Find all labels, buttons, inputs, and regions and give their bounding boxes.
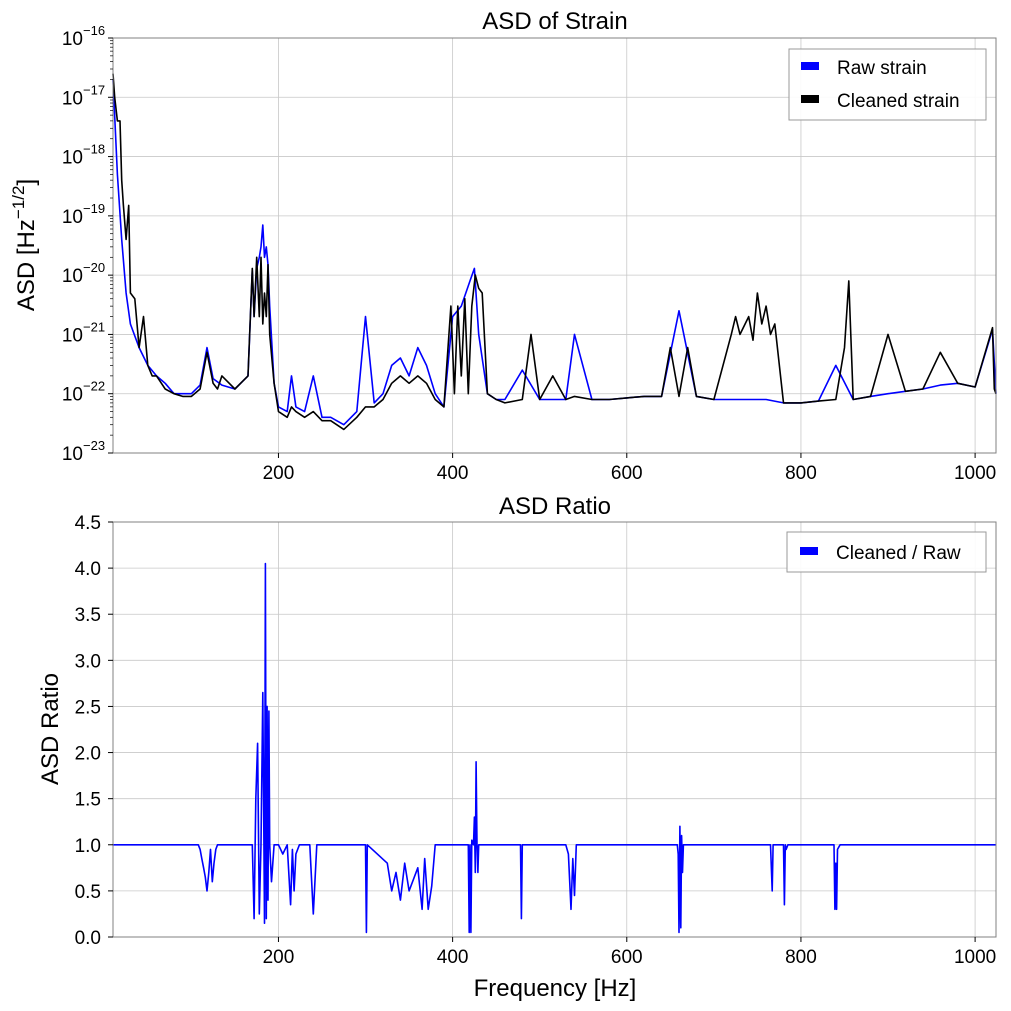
asd-ratio-title: ASD Ratio [499, 493, 611, 520]
x-tick-label: 800 [785, 947, 817, 968]
y-tick-label: 10 [62, 266, 83, 287]
y-tick-label: 10 [62, 88, 83, 109]
x-tick-label: 600 [611, 463, 643, 484]
legend-label-ratio: Cleaned / Raw [836, 543, 961, 564]
y-tick-label: 1.5 [75, 790, 101, 811]
asd-ratio-xticks: 200 400 600 800 1000 [263, 937, 996, 968]
asd-ratio-legend: Cleaned / Raw [786, 531, 987, 573]
legend-label-raw: Raw strain [837, 58, 927, 79]
asd-strain-lines [112, 73, 997, 431]
y-tick-exponent: −18 [83, 142, 105, 157]
y-tick-label: 0.0 [75, 928, 101, 949]
legend-swatch-cleaned [801, 95, 819, 103]
asd-strain-ylabel: ASD [Hz−1/2] [9, 179, 40, 311]
asd-ratio-yticks: 0.0 0.5 1.0 1.5 2.0 2.5 3.0 3.5 4.0 4.5 [75, 513, 113, 949]
ylabel-base: ASD [Hz [13, 219, 40, 311]
x-tick-label: 400 [437, 463, 469, 484]
asd-ratio-frame [112, 521, 997, 938]
y-tick-label: 10 [62, 148, 83, 169]
asd-strain-frame [112, 37, 997, 454]
x-tick-label: 1000 [954, 463, 996, 484]
asd-ratio-panel: 0.0 0.5 1.0 1.5 2.0 2.5 3.0 3.5 4.0 4.5 200 400 600… [37, 493, 997, 1002]
y-tick-exponent: −23 [83, 438, 105, 453]
y-tick-exponent: −22 [83, 379, 105, 394]
y-tick-label: 10 [62, 29, 83, 50]
asd-strain-xticks: 200 400 600 800 1000 [263, 453, 996, 484]
series-line-first [112, 79, 997, 426]
y-tick-exponent: −19 [83, 201, 105, 216]
x-tick-label: 800 [785, 463, 817, 484]
x-tick-label: 1000 [954, 947, 996, 968]
y-tick-label: 2.0 [75, 744, 101, 765]
asd-ratio-lines [113, 562, 996, 934]
legend-swatch-raw [801, 62, 819, 70]
legend-swatch-ratio [800, 547, 818, 555]
x-tick-label: 600 [611, 947, 643, 968]
x-tick-label: 400 [437, 947, 469, 968]
legend-label-cleaned: Cleaned strain [837, 91, 960, 112]
y-tick-label: 10 [62, 444, 83, 465]
y-tick-label: 0.5 [75, 882, 101, 903]
y-tick-label: 10 [62, 385, 83, 406]
y-tick-label: 10 [62, 325, 83, 346]
legend-frame [786, 531, 987, 573]
asd-ratio-ylabel: ASD Ratio [37, 673, 64, 785]
asd-strain-panel: 10−1610−1710−1810−1910−2010−2110−2210−23… [9, 8, 997, 484]
y-tick-label: 4.0 [75, 559, 101, 580]
y-tick-exponent: −20 [83, 260, 105, 275]
ylabel-exponent: −1/2 [9, 186, 28, 220]
y-tick-label: 1.0 [75, 836, 101, 857]
y-tick-label: 4.5 [75, 513, 101, 534]
y-tick-label: 3.0 [75, 651, 101, 672]
asd-strain-title: ASD of Strain [482, 8, 627, 35]
y-tick-label: 3.5 [75, 605, 101, 626]
y-tick-label: 10 [62, 207, 83, 228]
asd-strain-legend: Raw strain Cleaned strain [788, 48, 987, 121]
asd-ratio-plot-area [113, 522, 996, 937]
y-tick-label: 2.5 [75, 697, 101, 718]
x-tick-label: 200 [263, 463, 295, 484]
y-tick-exponent: −16 [83, 23, 105, 38]
ylabel-close: ] [13, 179, 40, 186]
x-tick-label: 200 [263, 947, 295, 968]
y-tick-exponent: −21 [83, 319, 105, 334]
y-tick-exponent: −17 [83, 82, 105, 97]
legend-frame [788, 48, 987, 121]
frequency-xlabel: Frequency [Hz] [474, 975, 637, 1002]
series-line-second [112, 73, 997, 431]
series-line-first [113, 562, 996, 934]
